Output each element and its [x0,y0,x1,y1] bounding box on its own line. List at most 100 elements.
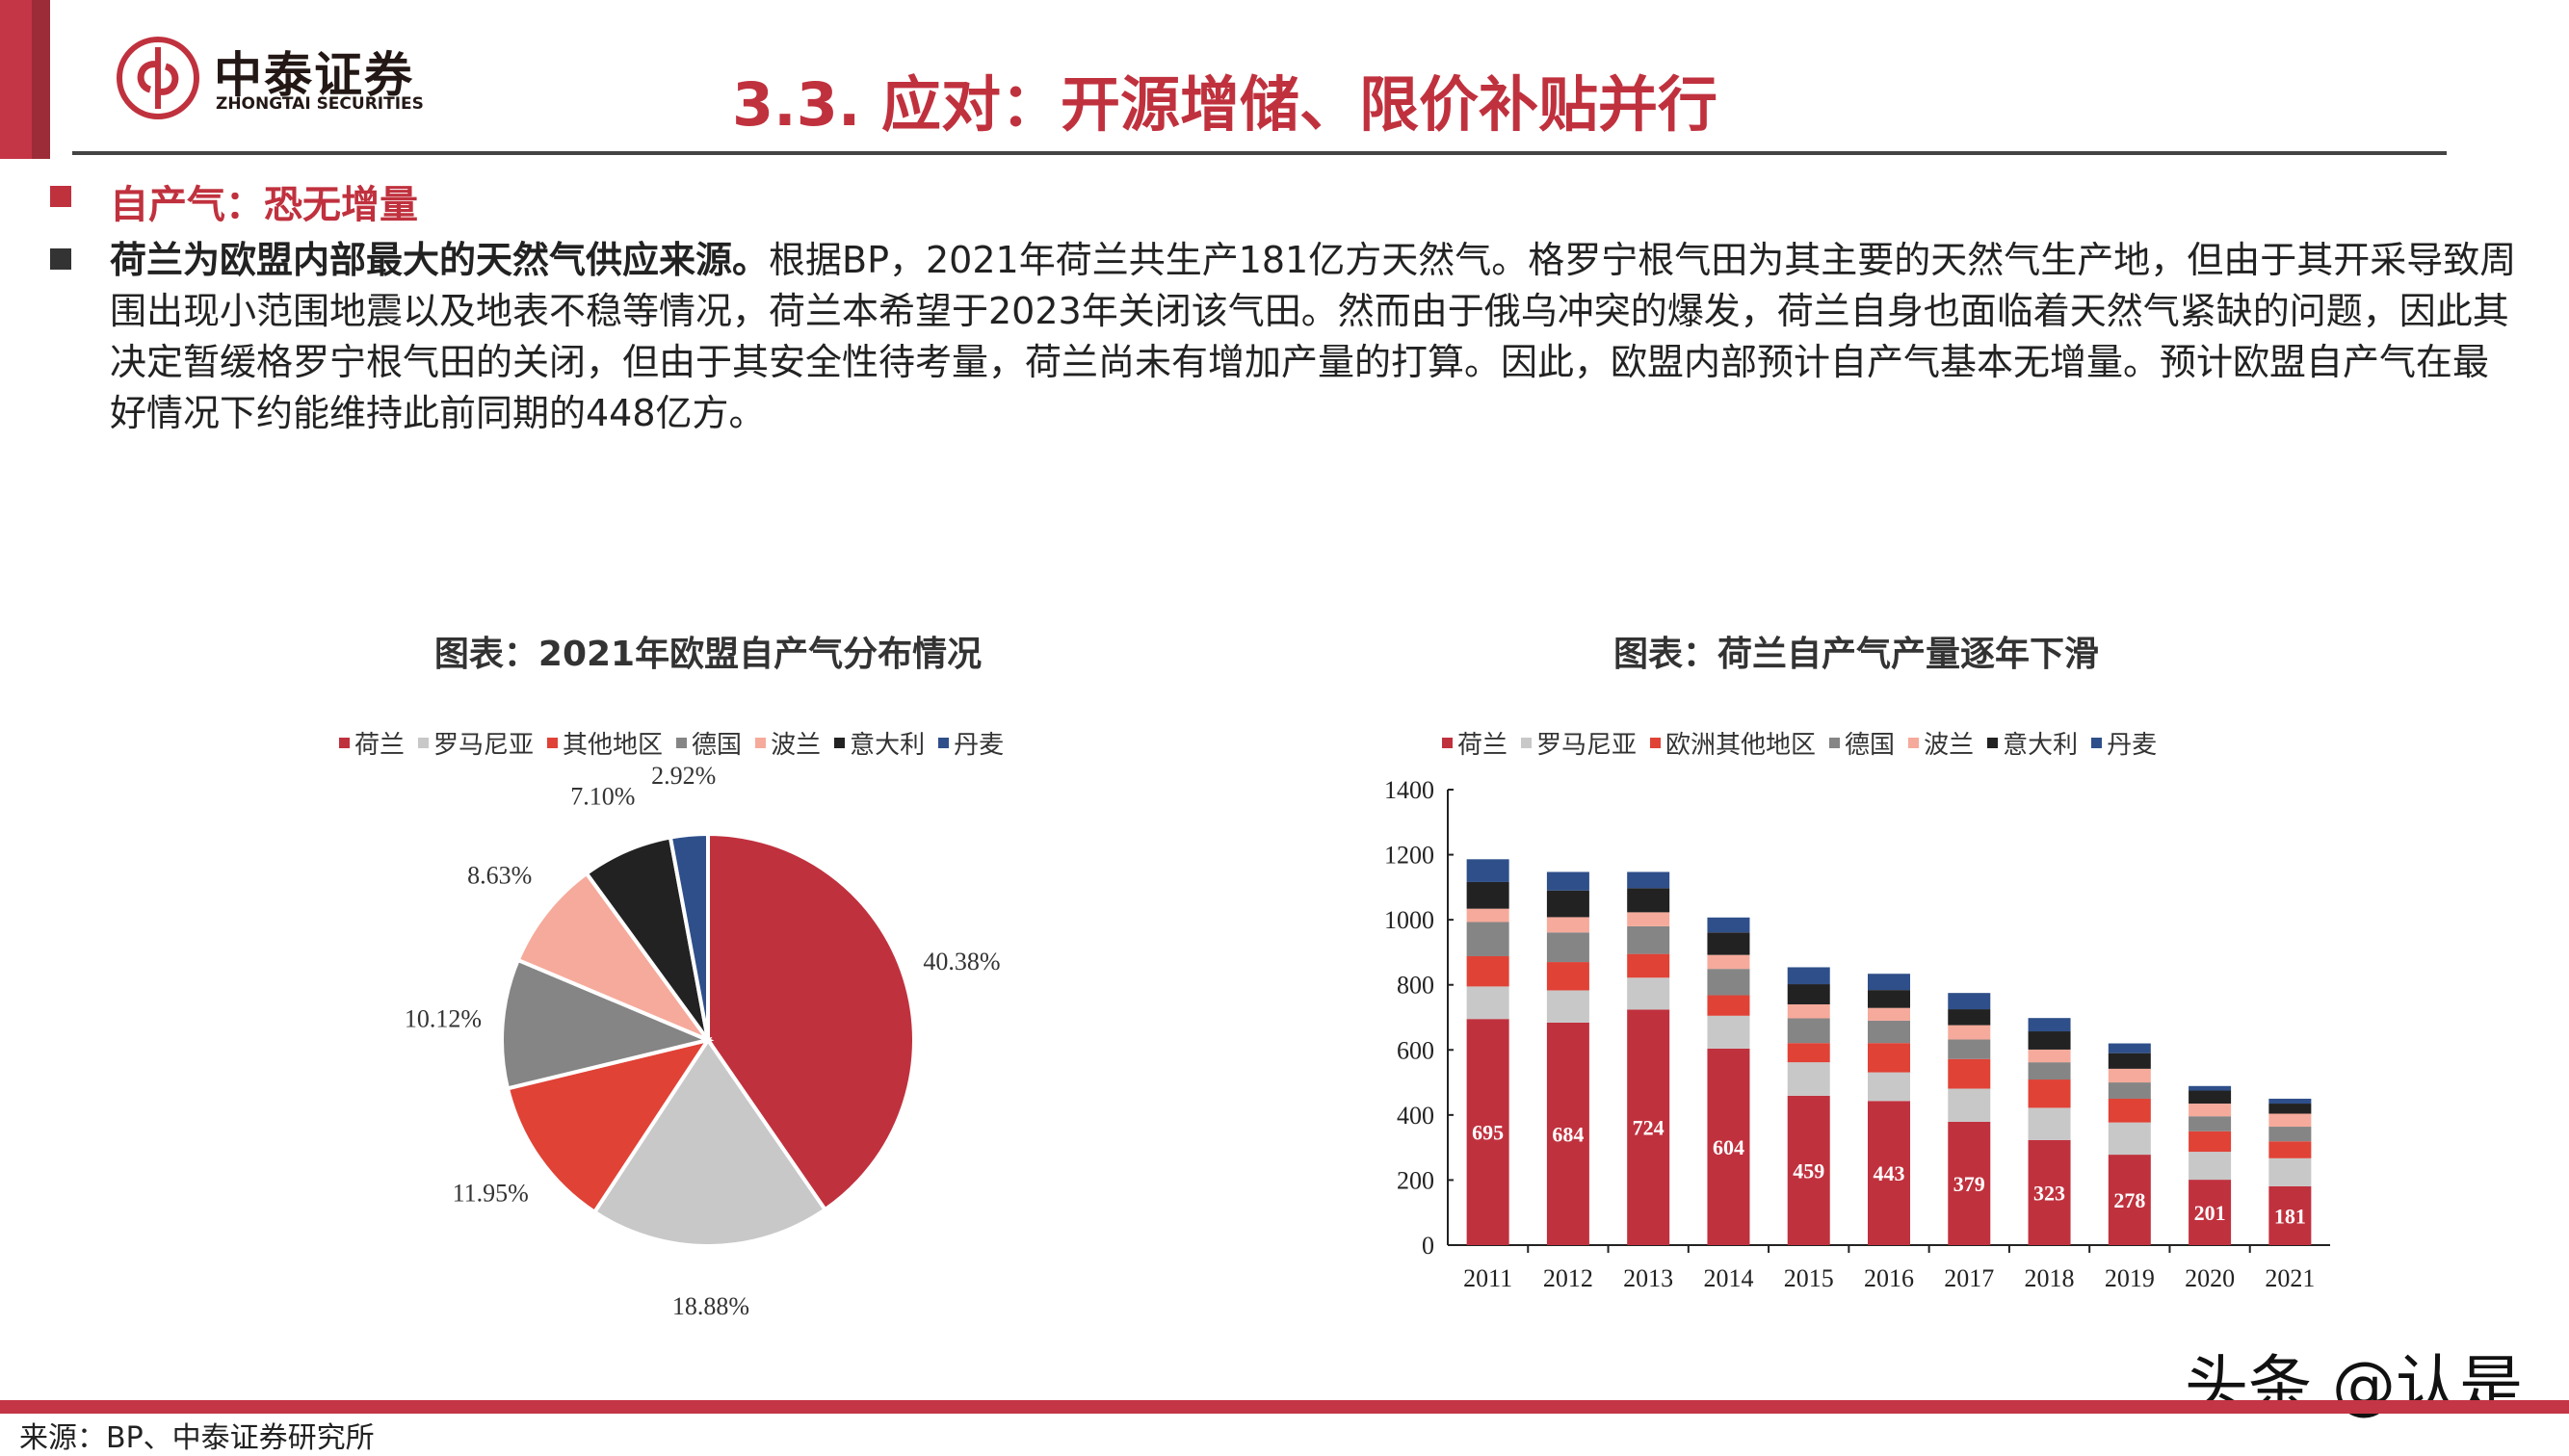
bar-segment [2028,1139,2071,1245]
bar-segment [1466,986,1509,1020]
bar-data-label: 201 [2194,1201,2226,1225]
pie-legend: 荷兰 罗马尼亚 其他地区 德国 波兰 意大利 丹麦 [339,725,1004,761]
legend-item: 德国 [676,725,742,761]
bar-segment [1466,1019,1509,1245]
legend-label: 丹麦 [954,731,1005,760]
y-tick-label: 1400 [1384,776,1434,804]
legend-item: 其他地区 [547,725,663,761]
bar-segment [1627,1009,1670,1245]
bar-segment [2268,1098,2312,1105]
bar-segment [1627,925,1670,954]
bar-segment [1627,888,1670,913]
x-tick-label: 2013 [1623,1264,1673,1292]
bar-segment [2189,1152,2232,1181]
y-tick-label: 0 [1422,1232,1434,1260]
x-tick-label: 2018 [2025,1264,2075,1292]
legend-swatch [418,738,430,748]
bar-data-label: 695 [1472,1121,1504,1145]
y-tick-label: 400 [1397,1102,1434,1130]
bar-segment [2028,1079,2071,1108]
legend-swatch [834,738,846,748]
legend-swatch [938,738,950,748]
legend-label: 意大利 [2003,731,2079,760]
pie-data-label: 40.38% [923,948,1000,975]
bar-segment [2189,1180,2232,1245]
legend-swatch [547,738,559,748]
bar-segment [1627,912,1670,926]
bar-segment [1868,1043,1910,1073]
y-tick-label: 1000 [1384,906,1434,934]
x-tick-label: 2019 [2105,1264,2155,1292]
bar-segment [2028,1018,2071,1032]
bar-segment [1466,859,1509,882]
legend-label: 荷兰 [1457,731,1508,760]
bar-segment [1627,977,1670,1010]
logo-text-cn: 中泰证券 [214,47,414,103]
bar-segment [1948,1009,1991,1026]
x-tick-label: 2020 [2185,1264,2235,1292]
source-note: 来源：BP、中泰证券研究所 [19,1421,375,1455]
bar-segment [2108,1043,2151,1053]
bar-segment [1546,1022,1589,1245]
header-red-bar-dark [32,0,50,159]
bar-segment [1707,917,1750,933]
legend-item: 丹麦 [2091,725,2157,761]
paragraph-text: 根据BP，2021年荷兰共生产181亿方天然气。格罗宁根气田为其主要的天然气生产… [110,239,2517,434]
bar-segment [2028,1062,2071,1080]
x-tick-label: 2012 [1543,1264,1593,1292]
bar-segment [2268,1127,2312,1142]
legend-label: 欧洲其他地区 [1665,731,1817,760]
legend-swatch [1521,738,1533,748]
bar-data-label: 278 [2113,1188,2145,1212]
zhongtai-logo-icon [117,37,199,119]
pie-data-label: 2.92% [651,762,716,790]
bar-segment [1627,871,1670,889]
bar-segment [1787,1095,1830,1245]
pie-slice [515,871,714,1045]
bar-segment [2028,1107,2071,1140]
bar-segment [1546,932,1589,963]
bar-segment [1868,1072,1910,1102]
bar-segment [1868,974,1910,991]
pie-chart-title: 图表：2021年欧盟自产气分布情况 [433,635,983,674]
bar-segment [2108,1155,2151,1245]
bar-segment [1868,1020,1910,1044]
bar-segment [1546,990,1589,1023]
page-title: 3.3. 应对：开源增储、限价补贴并行 [732,69,1717,140]
legend-swatch [1987,738,1999,748]
bar-segment [2189,1090,2232,1105]
bar-segment [2268,1157,2312,1186]
legend-item: 意大利 [1987,725,2078,761]
y-tick-label: 800 [1397,972,1434,1000]
bar-segment [2268,1113,2312,1128]
pie-data-label: 18.88% [672,1292,749,1320]
bar-segment [2108,1082,2151,1099]
bar-segment [1948,1088,1991,1122]
legend-item: 波兰 [755,725,821,761]
legend-swatch [1908,738,1920,748]
bar-segment [1707,969,1750,996]
bar-segment [2189,1104,2232,1117]
legend-swatch [676,738,688,748]
legend-label: 丹麦 [2107,731,2158,760]
bar-segment [2189,1116,2232,1131]
bar-segment [1707,1015,1750,1049]
paragraph-lead: 荷兰为欧盟内部最大的天然气供应来源。 [110,239,770,281]
pie-slice [505,1036,713,1215]
legend-label: 德国 [692,731,743,760]
bar-segment [1466,881,1509,909]
bar-segment [1466,922,1509,956]
legend-label: 波兰 [771,731,822,760]
legend-item: 荷兰 [339,725,405,761]
bar-data-label: 443 [1874,1161,1905,1185]
legend-item: 欧洲其他地区 [1650,725,1816,761]
bar-segment [1787,1003,1830,1019]
bar-segment [2028,1049,2071,1063]
bar-segment [1466,955,1509,987]
bullet-red [50,186,71,207]
bar-segment [2189,1085,2232,1091]
bullet-dark [50,248,71,270]
legend-label: 罗马尼亚 [1536,731,1638,760]
pie-data-label: 11.95% [453,1180,529,1208]
logo-text-en: ZHONGTAI SECURITIES [216,94,424,114]
